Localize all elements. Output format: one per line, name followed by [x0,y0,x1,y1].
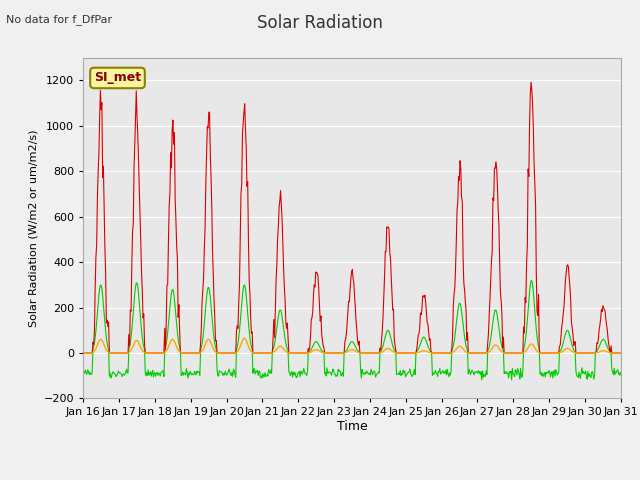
Y-axis label: Solar Radiation (W/m2 or um/m2/s): Solar Radiation (W/m2 or um/m2/s) [28,129,38,327]
Text: No data for f_DfPar: No data for f_DfPar [6,14,113,25]
Legend: Incoming PAR, Reflected PAR, Net Radiation: Incoming PAR, Reflected PAR, Net Radiati… [170,476,534,480]
X-axis label: Time: Time [337,420,367,433]
Text: SI_met: SI_met [94,72,141,84]
Text: Solar Radiation: Solar Radiation [257,14,383,33]
